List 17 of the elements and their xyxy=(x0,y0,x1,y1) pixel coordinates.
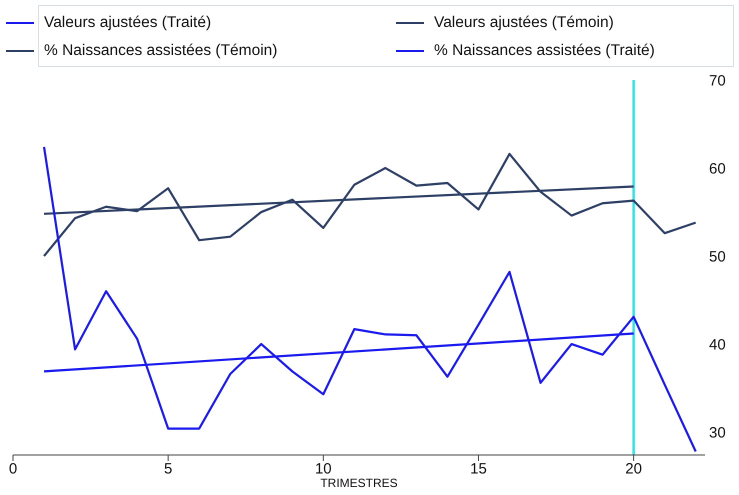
y-tick-label: 50 xyxy=(709,248,726,266)
legend-label: Valeurs ajustées (Traité) xyxy=(44,14,212,32)
line-series xyxy=(42,146,697,453)
legend-label: % Naissances assistées (Témoin) xyxy=(44,42,278,60)
x-tick-label: 5 xyxy=(164,460,172,478)
legend-label: % Naissances assistées (Traité) xyxy=(434,42,655,60)
x-tick-label: 20 xyxy=(625,460,642,478)
x-tick-label: 15 xyxy=(470,460,487,478)
line-series xyxy=(42,152,697,258)
x-tick-label: 0 xyxy=(8,460,18,478)
y-tick-label: 60 xyxy=(709,160,726,178)
legend-label: Valeurs ajustées (Témoin) xyxy=(434,14,614,32)
x-tick-label: 10 xyxy=(314,460,332,478)
y-tick-label: 40 xyxy=(709,336,726,354)
y-tick-label: 30 xyxy=(709,424,726,442)
x-axis-title: TRIMESTRES xyxy=(320,476,398,490)
y-tick-label: 70 xyxy=(709,72,726,90)
